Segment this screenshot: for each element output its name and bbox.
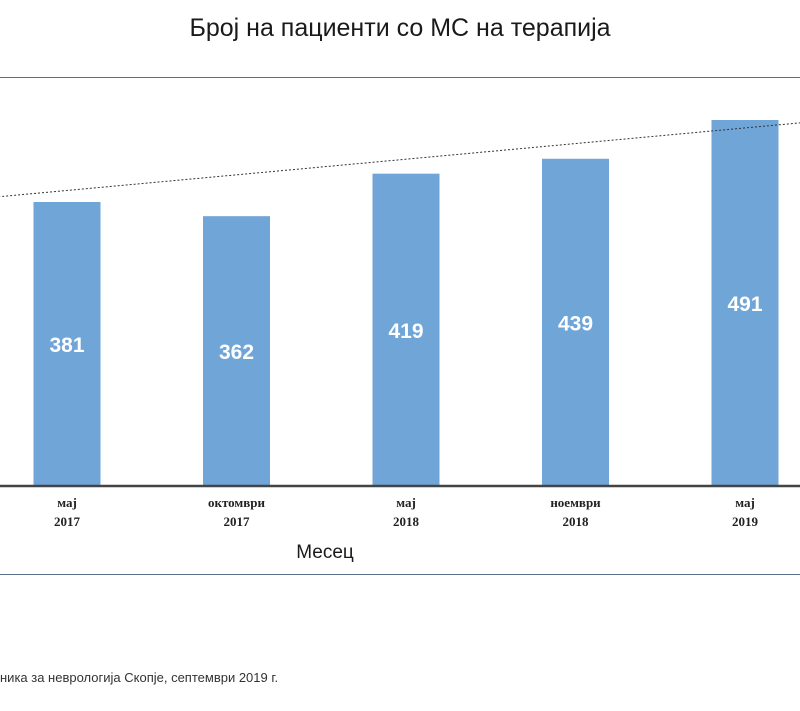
bar-2 bbox=[372, 173, 440, 486]
x-tick-label-3-1: 2018 bbox=[563, 514, 590, 529]
data-label-1: 362 bbox=[219, 341, 254, 364]
data-label-4: 491 bbox=[727, 293, 762, 316]
x-tick-label-4-1: 2019 bbox=[732, 514, 759, 529]
x-tick-label-1-0: октомври bbox=[208, 495, 266, 510]
bar-0 bbox=[33, 202, 101, 486]
bar-4 bbox=[711, 120, 779, 486]
data-label-2: 419 bbox=[388, 320, 423, 343]
source-note: ника за неврологија Скопје, септември 20… bbox=[0, 670, 279, 685]
data-label-3: 439 bbox=[558, 312, 593, 335]
x-tick-label-0-1: 2017 bbox=[54, 514, 81, 529]
x-tick-label-0-0: мај bbox=[57, 495, 77, 510]
x-axis-title: Месец bbox=[296, 542, 354, 563]
x-tick-label-2-1: 2018 bbox=[393, 514, 420, 529]
bar-3 bbox=[542, 158, 609, 486]
bar-1 bbox=[203, 216, 270, 486]
x-tick-label-1-1: 2017 bbox=[224, 514, 251, 529]
data-label-0: 381 bbox=[49, 334, 84, 357]
x-tick-label-3-0: ноември bbox=[550, 495, 601, 510]
x-tick-label-4-0: мај bbox=[735, 495, 755, 510]
chart-title: Број на пациенти со МС на терапија bbox=[189, 14, 611, 42]
x-tick-label-2-0: мај bbox=[396, 495, 416, 510]
